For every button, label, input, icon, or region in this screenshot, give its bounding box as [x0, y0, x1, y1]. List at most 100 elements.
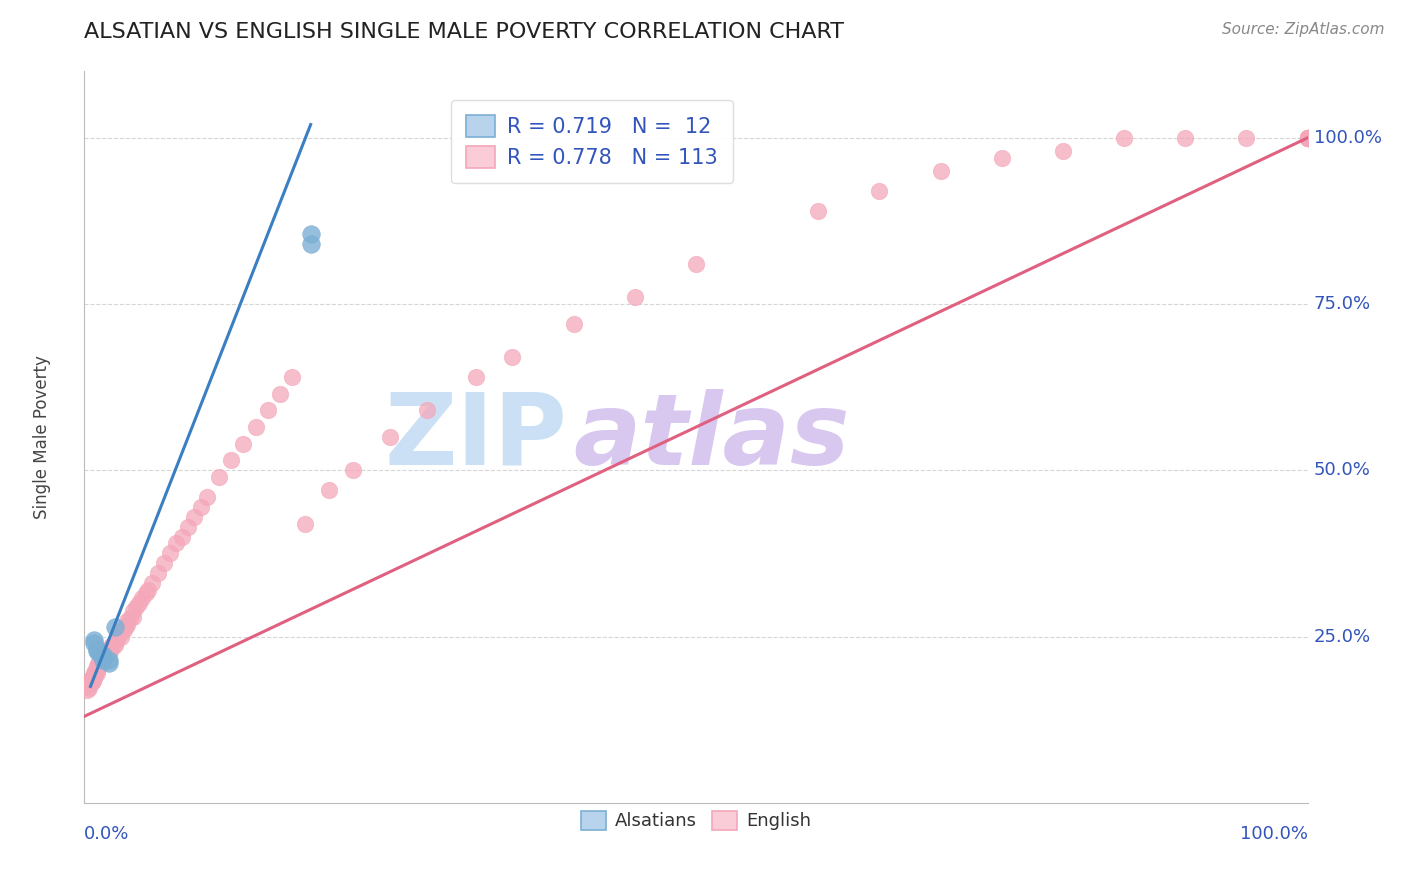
Point — [1114, 131, 1136, 145]
Point — [1052, 144, 1074, 158]
Text: 75.0%: 75.0% — [1313, 295, 1371, 313]
Point — [110, 624, 132, 639]
Point — [299, 237, 322, 252]
Point — [1174, 131, 1197, 145]
Point — [141, 576, 163, 591]
Point — [153, 557, 176, 571]
Point — [115, 614, 138, 628]
Point — [80, 671, 103, 685]
Point — [87, 659, 110, 673]
Point — [807, 204, 830, 219]
Point — [86, 644, 108, 658]
Point — [86, 659, 108, 673]
Point — [1296, 131, 1319, 145]
Point — [83, 671, 105, 685]
Point — [84, 668, 107, 682]
Point — [93, 646, 115, 660]
Point — [318, 483, 340, 498]
Point — [219, 453, 242, 467]
Point — [380, 430, 402, 444]
Point — [82, 669, 104, 683]
Point — [86, 641, 108, 656]
Point — [135, 586, 157, 600]
Point — [1296, 131, 1319, 145]
Point — [77, 681, 100, 696]
Point — [97, 646, 120, 660]
Point — [299, 227, 322, 242]
Point — [232, 436, 254, 450]
Point — [105, 631, 128, 645]
Point — [84, 664, 107, 678]
Point — [87, 657, 110, 672]
Point — [107, 628, 129, 642]
Point — [1296, 131, 1319, 145]
Point — [281, 370, 304, 384]
Point — [172, 530, 194, 544]
Point — [342, 463, 364, 477]
Text: 100.0%: 100.0% — [1240, 825, 1308, 843]
Point — [80, 674, 103, 689]
Point — [90, 655, 112, 669]
Point — [104, 619, 127, 633]
Point — [87, 646, 110, 660]
Text: 0.0%: 0.0% — [84, 825, 129, 843]
Point — [502, 351, 524, 365]
Point — [1296, 131, 1319, 145]
Point — [87, 656, 110, 670]
Point — [177, 520, 200, 534]
Point — [97, 656, 120, 670]
Point — [208, 470, 231, 484]
Point — [87, 661, 110, 675]
Point — [294, 516, 316, 531]
Point — [1296, 131, 1319, 145]
Point — [91, 653, 114, 667]
Point — [122, 604, 145, 618]
Point — [128, 596, 150, 610]
Point — [105, 634, 128, 648]
Point — [1296, 131, 1319, 145]
Point — [190, 500, 212, 514]
Point — [685, 257, 707, 271]
Point — [103, 636, 125, 650]
Point — [131, 591, 153, 605]
Point — [83, 632, 105, 647]
Point — [110, 630, 132, 644]
Point — [1296, 131, 1319, 145]
Point — [183, 509, 205, 524]
Text: 50.0%: 50.0% — [1313, 461, 1371, 479]
Point — [1296, 131, 1319, 145]
Point — [89, 657, 111, 672]
Point — [112, 623, 135, 637]
Point — [991, 151, 1014, 165]
Point — [76, 682, 98, 697]
Point — [104, 638, 127, 652]
Point — [98, 643, 121, 657]
Point — [94, 648, 117, 663]
Point — [1296, 131, 1319, 145]
Point — [136, 582, 159, 597]
Point — [269, 387, 291, 401]
Point — [79, 673, 101, 687]
Point — [90, 650, 112, 665]
Point — [464, 370, 486, 384]
Point — [100, 640, 122, 654]
Point — [1296, 131, 1319, 145]
Text: Source: ZipAtlas.com: Source: ZipAtlas.com — [1222, 22, 1385, 37]
Point — [96, 646, 118, 660]
Text: ZIP: ZIP — [385, 389, 568, 485]
Text: atlas: atlas — [574, 389, 851, 485]
Point — [1296, 131, 1319, 145]
Text: ALSATIAN VS ENGLISH SINGLE MALE POVERTY CORRELATION CHART: ALSATIAN VS ENGLISH SINGLE MALE POVERTY … — [84, 22, 845, 42]
Point — [122, 609, 145, 624]
Point — [86, 666, 108, 681]
Point — [165, 536, 187, 550]
Point — [114, 619, 136, 633]
Point — [1296, 131, 1319, 145]
Point — [77, 676, 100, 690]
Point — [146, 566, 169, 581]
Point — [562, 317, 585, 331]
Point — [624, 290, 647, 304]
Point — [245, 420, 267, 434]
Point — [1296, 131, 1319, 145]
Point — [101, 640, 124, 654]
